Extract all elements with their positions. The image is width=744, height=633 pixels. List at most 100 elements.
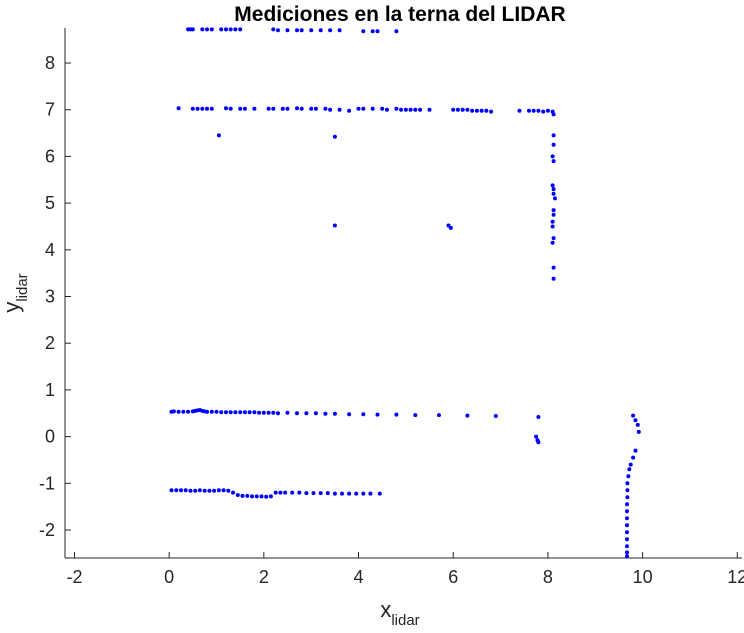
data-point bbox=[276, 28, 280, 33]
data-point bbox=[534, 434, 539, 439]
data-point bbox=[221, 488, 226, 493]
data-point bbox=[297, 490, 302, 495]
x-tick-label: 6 bbox=[448, 567, 458, 587]
data-point bbox=[257, 410, 262, 415]
data-point bbox=[252, 410, 257, 415]
data-point bbox=[247, 410, 252, 415]
data-point bbox=[219, 410, 224, 415]
y-tick-label: 3 bbox=[45, 287, 55, 307]
data-point bbox=[380, 106, 385, 111]
data-point bbox=[318, 28, 323, 33]
data-point bbox=[266, 106, 271, 111]
data-point bbox=[633, 418, 638, 423]
data-point bbox=[240, 493, 245, 498]
data-point bbox=[527, 108, 531, 113]
data-point bbox=[216, 488, 221, 493]
data-point bbox=[261, 410, 266, 415]
data-point bbox=[214, 409, 219, 414]
data-point bbox=[626, 474, 631, 479]
data-point bbox=[451, 107, 456, 112]
data-point bbox=[550, 154, 555, 159]
data-point bbox=[437, 413, 441, 418]
plot-area bbox=[64, 28, 742, 559]
data-point bbox=[631, 455, 636, 460]
x-tick-label: 12 bbox=[727, 567, 744, 587]
data-point bbox=[399, 107, 404, 112]
data-point bbox=[625, 481, 630, 486]
data-point bbox=[384, 107, 389, 112]
data-point bbox=[313, 411, 318, 416]
data-point bbox=[627, 467, 632, 472]
data-point bbox=[209, 106, 214, 111]
data-point bbox=[207, 488, 212, 493]
data-point bbox=[550, 224, 555, 229]
data-point bbox=[176, 409, 181, 414]
data-point bbox=[304, 491, 309, 496]
data-point bbox=[347, 491, 352, 496]
data-point bbox=[536, 415, 541, 419]
data-point bbox=[394, 106, 399, 111]
data-point bbox=[280, 106, 285, 111]
data-point bbox=[235, 493, 240, 497]
y-axis-label-base: y bbox=[0, 302, 24, 313]
data-point bbox=[633, 448, 638, 453]
data-point bbox=[489, 109, 494, 114]
data-point bbox=[197, 488, 202, 493]
data-point bbox=[325, 491, 330, 496]
data-point bbox=[551, 212, 556, 217]
data-point bbox=[179, 488, 183, 493]
data-point bbox=[285, 28, 290, 33]
x-axis-label-base: x bbox=[380, 597, 391, 622]
data-point bbox=[553, 196, 557, 201]
data-point bbox=[536, 440, 541, 445]
y-tick-label: 8 bbox=[45, 53, 55, 73]
data-point bbox=[266, 410, 271, 415]
data-point bbox=[242, 106, 247, 111]
data-point bbox=[347, 412, 352, 417]
data-point bbox=[271, 106, 276, 111]
data-point bbox=[205, 27, 209, 32]
data-point bbox=[181, 409, 186, 414]
data-point bbox=[413, 107, 418, 112]
data-point bbox=[551, 265, 556, 270]
data-point bbox=[550, 183, 555, 188]
y-tick-label: 0 bbox=[45, 427, 55, 447]
y-axis-label-subscript: lidar bbox=[14, 273, 31, 301]
data-point bbox=[309, 28, 314, 33]
data-point bbox=[470, 108, 475, 113]
data-point bbox=[394, 29, 399, 34]
data-point bbox=[631, 413, 636, 418]
data-point bbox=[625, 537, 629, 542]
data-point bbox=[551, 187, 556, 192]
data-point bbox=[276, 411, 280, 416]
x-tick-label: 8 bbox=[543, 567, 553, 587]
data-point bbox=[231, 490, 236, 495]
data-point bbox=[188, 488, 193, 493]
data-point bbox=[625, 550, 629, 555]
data-point bbox=[531, 108, 536, 113]
data-point bbox=[186, 409, 191, 414]
data-point bbox=[551, 142, 556, 147]
data-point bbox=[484, 108, 489, 113]
data-point bbox=[337, 107, 342, 112]
data-point bbox=[283, 490, 288, 495]
data-point bbox=[259, 494, 264, 499]
data-point bbox=[625, 544, 629, 549]
data-point bbox=[413, 413, 418, 418]
data-point bbox=[205, 106, 209, 111]
data-point bbox=[190, 27, 195, 32]
data-point bbox=[536, 108, 541, 113]
data-point bbox=[200, 27, 205, 32]
data-point bbox=[290, 490, 295, 495]
data-point bbox=[340, 491, 344, 496]
data-point bbox=[224, 410, 228, 415]
data-point bbox=[361, 491, 366, 496]
data-point bbox=[242, 410, 247, 415]
data-point bbox=[427, 107, 432, 112]
data-point bbox=[375, 29, 380, 34]
data-point bbox=[550, 219, 555, 224]
data-point bbox=[171, 409, 176, 414]
data-point bbox=[625, 509, 629, 514]
data-point bbox=[174, 488, 179, 493]
data-point bbox=[309, 106, 314, 111]
